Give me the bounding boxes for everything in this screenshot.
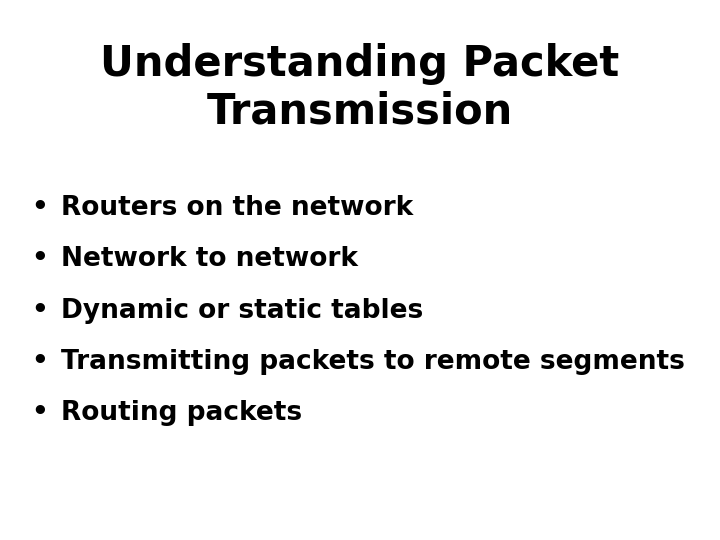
- Text: •: •: [31, 246, 48, 272]
- Text: Routers on the network: Routers on the network: [61, 195, 413, 221]
- Text: Understanding Packet
Transmission: Understanding Packet Transmission: [100, 43, 620, 132]
- Text: •: •: [31, 400, 48, 426]
- Text: •: •: [31, 195, 48, 221]
- Text: Network to network: Network to network: [61, 246, 359, 272]
- Text: Transmitting packets to remote segments: Transmitting packets to remote segments: [61, 349, 685, 375]
- Text: Routing packets: Routing packets: [61, 400, 302, 426]
- Text: •: •: [31, 349, 48, 375]
- Text: Dynamic or static tables: Dynamic or static tables: [61, 298, 423, 323]
- Text: •: •: [31, 298, 48, 323]
